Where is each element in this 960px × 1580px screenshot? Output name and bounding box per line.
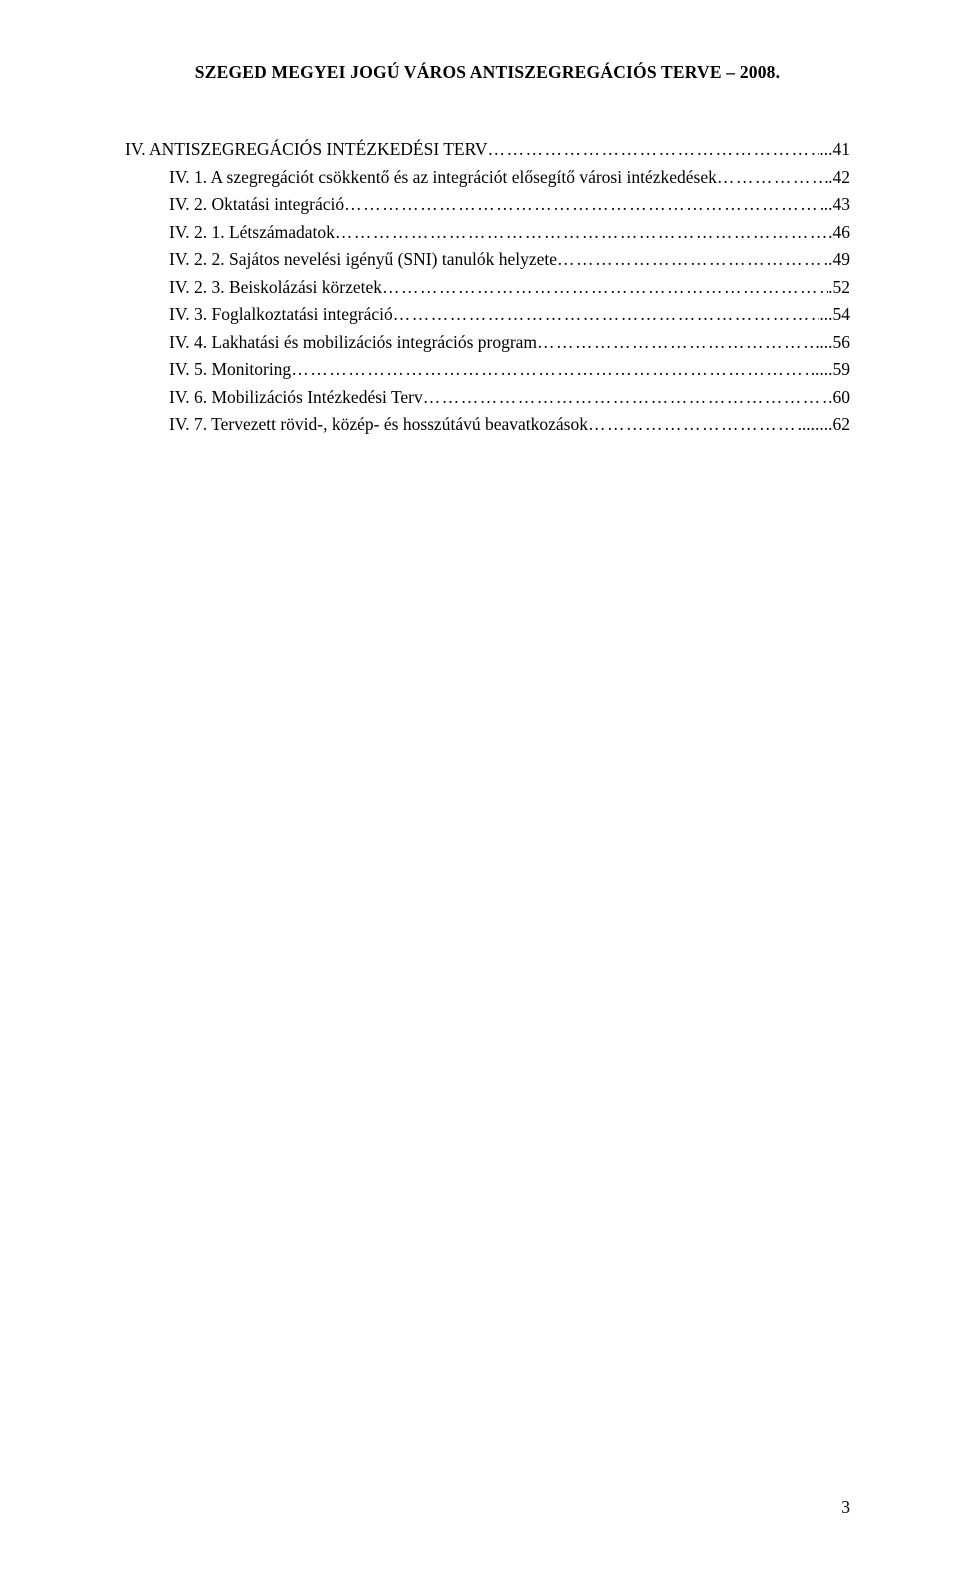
toc-leader-dots bbox=[291, 361, 815, 379]
toc-entry: IV. 2. 2. Sajátos nevelési igényű (SNI) … bbox=[125, 251, 850, 269]
toc-leader-dots bbox=[335, 224, 828, 242]
toc-label: IV. 2. 2. Sajátos nevelési igényű (SNI) … bbox=[169, 251, 557, 269]
toc-leader-tail: ... bbox=[819, 141, 832, 159]
toc-page: .52 bbox=[828, 279, 850, 297]
toc-entry: IV. 6. Mobilizációs Intézkedési Terv .60 bbox=[125, 389, 850, 407]
toc-label: IV. 1. A szegregációt csökkentő és az in… bbox=[169, 169, 717, 187]
toc-entry: IV. 4. Lakhatási és mobilizációs integrá… bbox=[125, 334, 850, 352]
toc-leader-dots bbox=[344, 196, 824, 214]
toc-leader-dots bbox=[557, 251, 828, 269]
toc-page: .60 bbox=[828, 389, 850, 407]
toc-page: 56 bbox=[833, 334, 851, 352]
toc-page: .42 bbox=[828, 169, 850, 187]
toc-label: IV. 2. Oktatási integráció bbox=[169, 196, 344, 214]
page-header: SZEGED MEGYEI JOGÚ VÁROS ANTISZEGREGÁCIÓ… bbox=[125, 62, 850, 83]
toc-entry: IV. 1. A szegregációt csökkentő és az in… bbox=[125, 169, 850, 187]
toc-label: IV. 5. Monitoring bbox=[169, 361, 291, 379]
toc-label: IV. ANTISZEGREGÁCIÓS INTÉZKEDÉSI TERV bbox=[125, 141, 488, 159]
toc-page: 41 bbox=[833, 141, 851, 159]
toc-page: .59 bbox=[828, 361, 850, 379]
page-number: 3 bbox=[841, 1497, 850, 1518]
toc-label: IV. 3. Foglalkoztatási integráció bbox=[169, 306, 393, 324]
toc-leader-dots bbox=[588, 416, 802, 434]
toc-entry: IV. ANTISZEGREGÁCIÓS INTÉZKEDÉSI TERV ..… bbox=[125, 141, 850, 159]
toc-leader-mid: ... bbox=[815, 361, 828, 379]
toc-label: IV. 2. 3. Beiskolázási körzetek bbox=[169, 279, 382, 297]
toc-label: IV. 2. 1. Létszámadatok bbox=[169, 224, 335, 242]
toc-leader-tail: ... bbox=[815, 416, 828, 434]
toc-entry: IV. 2. 1. Létszámadatok .46 bbox=[125, 224, 850, 242]
toc-leader-dots bbox=[382, 279, 828, 297]
toc-leader-dots bbox=[423, 389, 828, 407]
toc-leader-dots bbox=[717, 169, 828, 187]
toc-leader-dots bbox=[537, 334, 819, 352]
toc-page: .49 bbox=[828, 251, 850, 269]
toc-page: .46 bbox=[828, 224, 850, 242]
toc-leader-tail: ... bbox=[819, 306, 832, 324]
toc-entry: IV. 2. 3. Beiskolázási körzetek .52 bbox=[125, 279, 850, 297]
toc-label: IV. 4. Lakhatási és mobilizációs integrá… bbox=[169, 334, 537, 352]
toc-page: .62 bbox=[828, 416, 850, 434]
toc-leader-dots bbox=[488, 141, 820, 159]
toc-label: IV. 7. Tervezett rövid-, közép- és hossz… bbox=[169, 416, 588, 434]
toc-entry: IV. 2. Oktatási integráció ..43 bbox=[125, 196, 850, 214]
toc-entry: IV. 7. Tervezett rövid-, közép- és hossz… bbox=[125, 416, 850, 434]
toc-page: 54 bbox=[833, 306, 851, 324]
toc-entry: IV. 3. Foglalkoztatási integráció ... 54 bbox=[125, 306, 850, 324]
toc-label: IV. 6. Mobilizációs Intézkedési Terv bbox=[169, 389, 423, 407]
toc-leader-dots bbox=[393, 306, 820, 324]
toc-leader-mid: ... bbox=[802, 416, 815, 434]
toc-entry: IV. 5. Monitoring ... .59 bbox=[125, 361, 850, 379]
toc-page: ..43 bbox=[824, 196, 850, 214]
toc-leader-tail: ... bbox=[819, 334, 832, 352]
